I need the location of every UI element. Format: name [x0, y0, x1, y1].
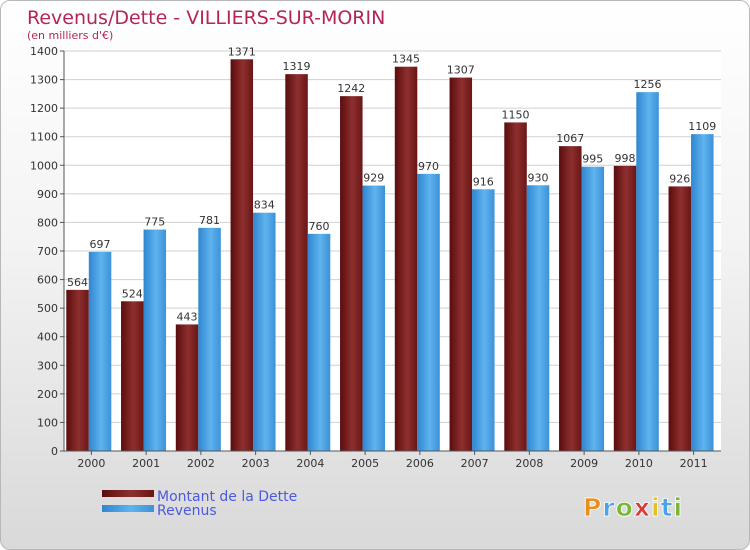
logo-letter-x: x — [634, 493, 651, 522]
x-tick-label-2001: 2001 — [132, 457, 160, 470]
bar-debt-2000 — [66, 289, 89, 451]
y-tick-label-400: 400 — [37, 331, 58, 344]
data-label-revenus-2003: 834 — [254, 199, 275, 212]
y-tick-label-1400: 1400 — [30, 45, 58, 58]
data-label-revenus-2009: 995 — [582, 153, 603, 166]
data-label-revenus-2001: 775 — [144, 216, 165, 229]
bar-revenus-2009 — [581, 166, 605, 451]
bar-debt-2011 — [668, 186, 692, 451]
y-tick-label-600: 600 — [37, 274, 58, 287]
y-tick-label-100: 100 — [37, 416, 58, 429]
data-label-revenus-2002: 781 — [199, 214, 220, 227]
x-tick-label-2008: 2008 — [515, 457, 543, 470]
data-label-revenus-2010: 1256 — [634, 78, 662, 91]
logo-letter-p: P — [583, 493, 602, 522]
logo-letter-t: t — [661, 493, 674, 522]
bar-revenus-2000 — [88, 251, 112, 451]
chart-title: Revenus/Dette - VILLIERS-SUR-MORIN — [27, 7, 385, 29]
bar-debt-2009 — [559, 146, 582, 451]
x-tick-label-2011: 2011 — [680, 457, 708, 470]
logo-letter-i1: i — [651, 493, 661, 522]
bar-debt-2002 — [175, 324, 199, 451]
bar-debt-2006 — [394, 66, 418, 451]
data-label-revenus-2008: 930 — [528, 171, 549, 184]
y-tick-label-500: 500 — [37, 302, 58, 315]
y-tick-label-1200: 1200 — [30, 102, 58, 115]
bar-revenus-2008 — [526, 185, 550, 452]
x-tick-label-2006: 2006 — [406, 457, 434, 470]
x-tick-label-2010: 2010 — [625, 457, 653, 470]
x-tick-label-2009: 2009 — [570, 457, 598, 470]
bar-debt-2010 — [613, 165, 637, 451]
data-label-revenus-2006: 970 — [418, 160, 439, 173]
bar-debt-2008 — [504, 122, 527, 451]
data-label-debt-2003: 1371 — [228, 45, 256, 58]
data-label-debt-2010: 998 — [615, 152, 636, 165]
legend: Montant de la Dette Revenus — [102, 489, 297, 519]
x-tick-label-2002: 2002 — [187, 457, 215, 470]
bar-revenus-2003 — [253, 212, 276, 451]
bar-revenus-2011 — [691, 134, 714, 451]
logo-letter-r: r — [602, 493, 615, 522]
data-label-debt-2000: 564 — [67, 276, 88, 289]
y-tick-label-1100: 1100 — [30, 131, 58, 144]
y-tick-label-700: 700 — [37, 245, 58, 258]
data-labels: 564 697 524 775 443 781 1371 834 1319 760 1242 929 1… — [67, 45, 716, 323]
x-tick-label-2004: 2004 — [296, 457, 324, 470]
logo-letter-o: o — [616, 493, 634, 522]
bar-debt-2005 — [340, 96, 363, 452]
bar-revenus-2007 — [472, 189, 495, 452]
axes: 0 100 200 300 400 500 600 700 800 900 1000 1100 1200… — [30, 45, 721, 470]
y-tick-label-200: 200 — [37, 388, 58, 401]
bar-revenus-2001 — [143, 229, 167, 451]
data-label-debt-2004: 1319 — [283, 60, 311, 73]
bars — [66, 59, 714, 452]
grid — [64, 50, 721, 452]
bar-debt-2001 — [121, 301, 144, 451]
bar-debt-2007 — [449, 77, 473, 452]
legend-swatch-debt — [102, 490, 154, 497]
data-label-revenus-2007: 916 — [473, 175, 494, 188]
data-label-revenus-2000: 697 — [90, 238, 111, 251]
data-label-debt-2006: 1345 — [392, 53, 420, 66]
x-tick-label-2005: 2005 — [351, 457, 379, 470]
data-label-debt-2009: 1067 — [556, 132, 584, 145]
legend-swatch-revenus — [102, 505, 154, 512]
bar-revenus-2002 — [198, 227, 221, 451]
bar-debt-2004 — [285, 74, 308, 452]
data-label-debt-2008: 1150 — [502, 108, 530, 121]
y-tick-label-1300: 1300 — [30, 74, 58, 87]
data-label-debt-2011: 926 — [669, 172, 690, 185]
y-tick-label-800: 800 — [37, 216, 58, 229]
bar-revenus-2006 — [417, 173, 440, 451]
legend-label-revenus: Revenus — [157, 503, 217, 519]
y-tick-label-0: 0 — [51, 445, 58, 458]
data-label-revenus-2005: 929 — [363, 172, 384, 185]
data-label-debt-2007: 1307 — [447, 64, 475, 77]
bar-revenus-2010 — [636, 92, 659, 452]
x-tick-label-2000: 2000 — [77, 457, 105, 470]
data-label-debt-2005: 1242 — [337, 82, 365, 95]
data-label-debt-2002: 443 — [177, 310, 198, 323]
y-tick-label-1000: 1000 — [30, 159, 58, 172]
chart-subtitle: (en milliers d'€) — [27, 29, 113, 42]
logo-letter-i2: i — [674, 493, 684, 522]
x-tick-label-2007: 2007 — [461, 457, 489, 470]
x-tick-label-2003: 2003 — [242, 457, 270, 470]
bar-debt-2003 — [230, 59, 254, 452]
bar-revenus-2005 — [362, 185, 386, 452]
data-label-revenus-2004: 760 — [309, 220, 330, 233]
y-tick-label-900: 900 — [37, 188, 58, 201]
bar-revenus-2004 — [307, 233, 331, 451]
data-label-revenus-2011: 1109 — [688, 120, 716, 133]
legend-label-debt: Montant de la Dette — [157, 489, 297, 505]
proxiti-logo: Proxiti — [583, 493, 683, 522]
data-label-debt-2001: 524 — [122, 287, 143, 300]
y-tick-label-300: 300 — [37, 359, 58, 372]
